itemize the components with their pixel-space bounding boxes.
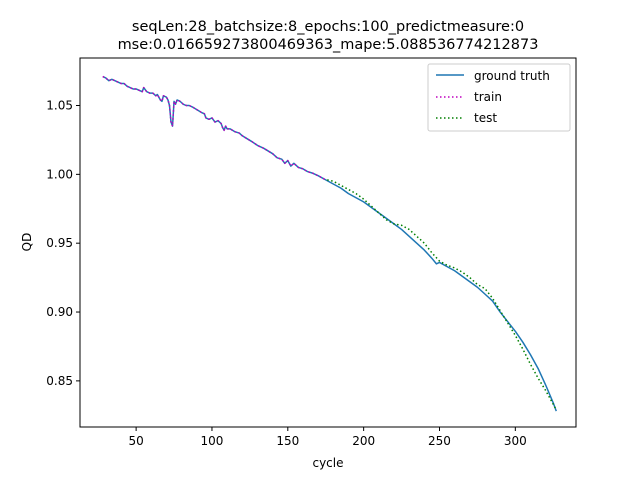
x-tick-label: 300	[504, 434, 527, 448]
legend-label-train: train	[474, 90, 502, 104]
legend-label-ground-truth: ground truth	[474, 69, 550, 83]
y-axis-label: QD	[20, 233, 34, 252]
y-tick-label: 0.85	[46, 374, 73, 388]
chart-title-line-2: mse:0.016659273800469363_mape:5.08853677…	[118, 37, 539, 53]
ticks-layer: 50 100 150 200 250 300 0.85 0.90 0.95 1.00 1.05	[46, 99, 526, 448]
x-tick-label: 250	[428, 434, 451, 448]
y-tick-label: 1.05	[46, 99, 73, 113]
y-tick-label: 0.95	[46, 236, 73, 250]
x-tick-label: 200	[352, 434, 375, 448]
legend: ground truth train test	[427, 63, 571, 132]
chart-title-line-1: seqLen:28_batchsize:8_epochs:100_predict…	[132, 19, 524, 35]
plot-area-frame	[79, 57, 577, 428]
x-tick-label: 100	[201, 434, 224, 448]
series-line-test	[327, 179, 557, 411]
y-tick-label: 1.00	[46, 167, 73, 181]
x-tick-label: 150	[276, 434, 299, 448]
legend-box	[427, 63, 571, 132]
x-axis-label: cycle	[312, 456, 343, 470]
x-tick-label: 50	[128, 434, 143, 448]
series-layer	[102, 75, 557, 412]
y-tick-label: 0.90	[46, 305, 73, 319]
legend-label-test: test	[474, 111, 497, 125]
